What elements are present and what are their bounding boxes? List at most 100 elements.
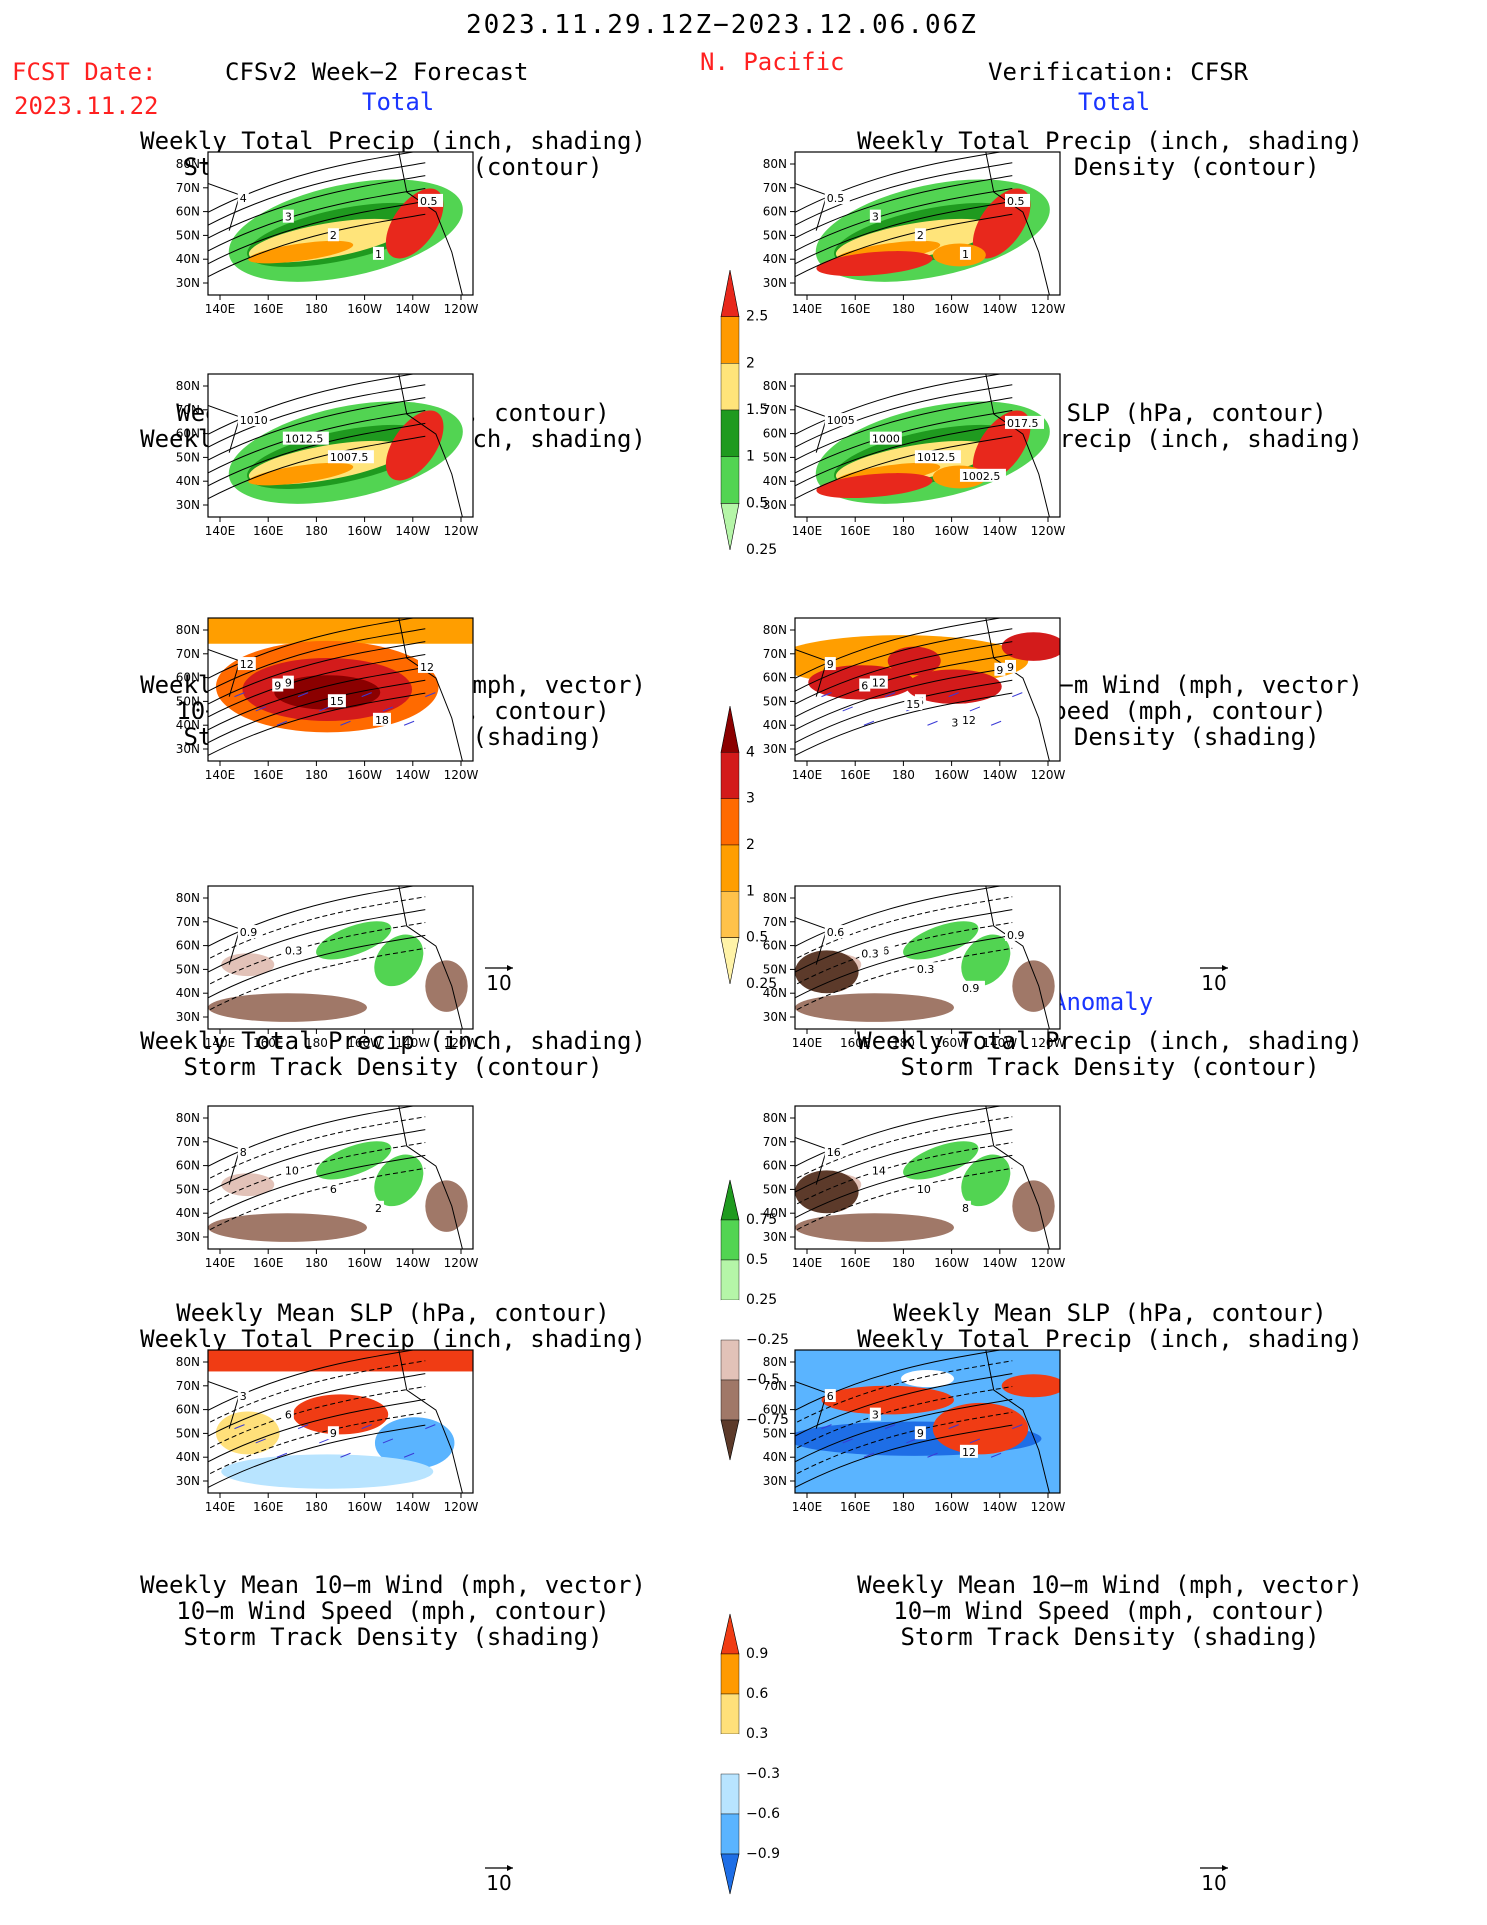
lon-tick-label: 140W bbox=[395, 1036, 430, 1050]
title-line: Weekly Total Precip (inch, shading) bbox=[857, 1325, 1363, 1353]
title-line: 10−m Wind Speed (mph, contour) bbox=[893, 1597, 1327, 1625]
lon-tick-label: 140W bbox=[982, 302, 1017, 316]
lon-tick-label: 160E bbox=[253, 524, 284, 538]
colorbar-segment bbox=[720, 1379, 740, 1421]
contour-line bbox=[795, 666, 1013, 731]
contour-label-bg bbox=[914, 228, 926, 242]
contour-label: 0.3 bbox=[285, 945, 303, 958]
lat-tick-label: 30N bbox=[176, 498, 200, 512]
contour-label-bg bbox=[824, 925, 850, 939]
colorbar-label: 0.3 bbox=[746, 1726, 768, 1742]
contour-label-bg bbox=[949, 715, 961, 729]
shading-area bbox=[208, 993, 367, 1022]
colorbar-segment bbox=[720, 891, 740, 938]
lat-tick-label: 30N bbox=[176, 1230, 200, 1244]
lat-tick-label: 80N bbox=[176, 891, 200, 905]
lon-tick-label: 140W bbox=[982, 768, 1017, 782]
contour-label: 8 bbox=[240, 1146, 247, 1159]
contour-line bbox=[795, 1106, 1003, 1167]
title-line: Weekly Mean SLP (hPa, contour) bbox=[176, 1299, 610, 1327]
contour-label-bg bbox=[824, 1389, 836, 1403]
lon-tick-label: 180 bbox=[305, 1036, 328, 1050]
lon-tick-label: 160W bbox=[347, 1036, 382, 1050]
contour-label: 4 bbox=[240, 192, 247, 205]
lon-tick-label: 140E bbox=[205, 1500, 236, 1514]
contour-line bbox=[795, 213, 1013, 278]
map-plot-area: 1005 1000 1012.5 1002.5 017.5 bbox=[795, 374, 1060, 517]
lat-tick-label: 80N bbox=[763, 1355, 787, 1369]
contour-label: 0.9 bbox=[962, 982, 980, 995]
lon-tick-label: 180 bbox=[892, 524, 915, 538]
shading-area bbox=[215, 1411, 280, 1455]
contour-label-bg bbox=[959, 1200, 971, 1214]
lat-tick-label: 60N bbox=[176, 1403, 200, 1417]
map-panel-l6: 3 6 9 80N 70N 60N 50N 40N 30N 140E 160E 180 160W 140W… bbox=[176, 1349, 479, 1514]
contour-line bbox=[795, 1424, 1013, 1489]
contour-label: 0.5 bbox=[420, 195, 438, 208]
lat-tick-label: 30N bbox=[763, 742, 787, 756]
lon-tick-label: 160E bbox=[840, 1036, 871, 1050]
lon-tick-label: 120W bbox=[1031, 1256, 1066, 1270]
shading-area bbox=[961, 934, 1011, 987]
contour-label: 3 bbox=[951, 717, 958, 730]
contour-label-bg bbox=[327, 450, 374, 464]
contour-line bbox=[795, 1154, 1013, 1219]
title-line: Weekly Total Precip (inch, shading) bbox=[857, 127, 1363, 155]
contour-label: 15 bbox=[330, 695, 344, 708]
shading-area bbox=[316, 1141, 392, 1180]
colorbar-segment bbox=[720, 316, 740, 364]
wind-vector bbox=[234, 1424, 245, 1430]
lat-tick-label: 30N bbox=[763, 1230, 787, 1244]
contour-line bbox=[208, 1167, 426, 1232]
lat-tick-label: 60N bbox=[176, 671, 200, 685]
contour-label: 1007.5 bbox=[330, 451, 369, 464]
shading-area bbox=[932, 243, 986, 267]
colorbar-segment bbox=[720, 1773, 740, 1815]
title-l6: Weekly Mean 10−m Wind (mph, vector) 10−m… bbox=[43, 1572, 743, 1650]
contour-label-bg bbox=[418, 659, 436, 673]
shading-area bbox=[1001, 632, 1060, 661]
lat-tick-label: 40N bbox=[176, 1206, 200, 1220]
colorbar-label: 4 bbox=[746, 744, 755, 760]
contour-label: 2 bbox=[917, 229, 924, 242]
colorbar-segment bbox=[720, 1853, 740, 1895]
contour-line bbox=[795, 435, 1013, 500]
lon-tick-label: 120W bbox=[444, 524, 479, 538]
contour-label-bg bbox=[869, 431, 902, 445]
lon-tick-label: 160E bbox=[253, 768, 284, 782]
contour-line bbox=[208, 1386, 426, 1450]
lat-tick-label: 80N bbox=[176, 1355, 200, 1369]
shading-area bbox=[901, 1370, 954, 1388]
colorbar-segment bbox=[721, 1734, 739, 1774]
wind-vector bbox=[319, 1438, 330, 1444]
colorbar-segment bbox=[720, 752, 740, 799]
lon-tick-label: 180 bbox=[305, 302, 328, 316]
contour-line bbox=[795, 152, 1003, 213]
shading-area bbox=[903, 1141, 979, 1180]
lat-tick-label: 60N bbox=[763, 1403, 787, 1417]
colorbar-label: 1.5 bbox=[746, 402, 768, 418]
coastline bbox=[985, 618, 1050, 761]
wind-vector bbox=[821, 692, 832, 698]
wind-vector bbox=[969, 706, 981, 712]
contour-label-bg bbox=[904, 697, 923, 711]
shading-area bbox=[1012, 1180, 1055, 1232]
map-plot-area: 0.60.60.30.90.90.3 bbox=[795, 886, 1060, 1029]
wind-vector bbox=[234, 692, 245, 698]
lon-tick-label: 140W bbox=[982, 1036, 1017, 1050]
lon-tick-label: 120W bbox=[444, 1256, 479, 1270]
contour-line bbox=[795, 397, 1013, 461]
lat-tick-label: 60N bbox=[763, 671, 787, 685]
lon-tick-label: 180 bbox=[892, 1256, 915, 1270]
contour-label: 1 bbox=[375, 248, 382, 261]
contour-line bbox=[208, 1106, 416, 1167]
contour-line bbox=[795, 175, 1013, 239]
wind-vector bbox=[863, 720, 875, 726]
contour-label-bg bbox=[869, 209, 881, 223]
map-frame bbox=[794, 617, 1061, 762]
lon-tick-label: 180 bbox=[305, 524, 328, 538]
lat-tick-label: 60N bbox=[176, 427, 200, 441]
lat-tick-label: 50N bbox=[176, 694, 200, 708]
lon-tick-label: 160W bbox=[934, 524, 969, 538]
shading-area bbox=[248, 240, 354, 264]
